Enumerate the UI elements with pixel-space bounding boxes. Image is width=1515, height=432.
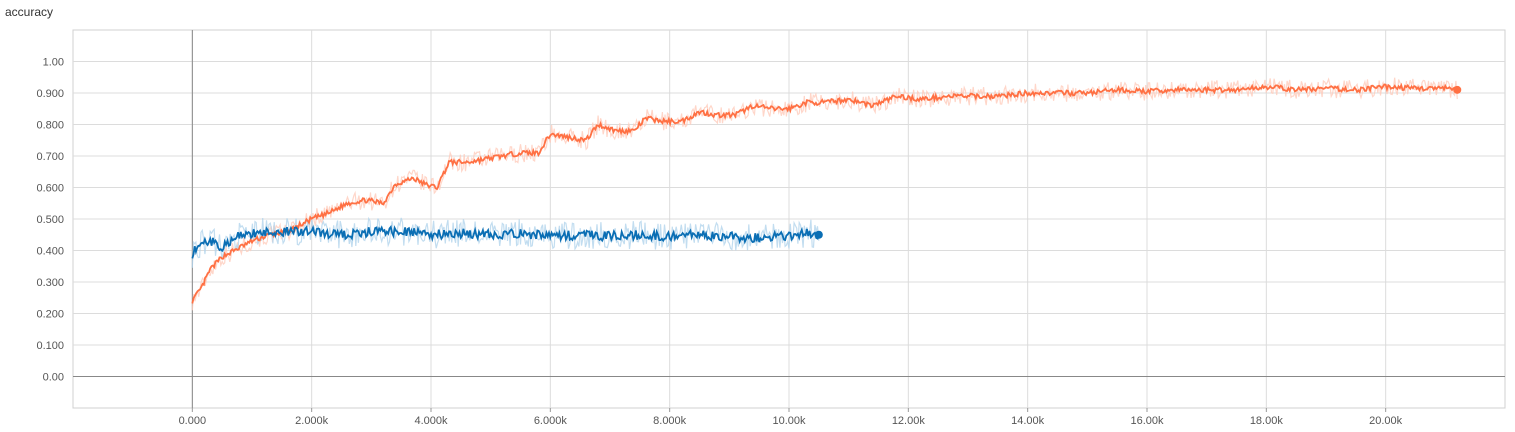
x-tick-label: 14.00k: [1011, 415, 1045, 427]
y-tick-label: 0.700: [36, 151, 64, 163]
x-tick-label: 2.000k: [295, 415, 329, 427]
tick-labels: 0.00 0.100 0.200 0.300 0.400 0.500 0.600 0.700 0…: [36, 57, 1402, 428]
y-tick-label: 0.600: [36, 183, 64, 195]
y-tick-label: 0.00: [43, 372, 64, 384]
y-tick-label: 1.00: [43, 57, 64, 69]
y-tick-label: 0.100: [36, 340, 64, 352]
series-1-raw-line: [191, 216, 820, 268]
series-0-end-point: [1453, 85, 1462, 94]
series-1-line: [191, 224, 820, 259]
x-tick-label: 16.00k: [1130, 415, 1164, 427]
raw-series: [191, 77, 1458, 311]
chart-title: accuracy: [5, 5, 54, 19]
x-tick-label: 6.000k: [534, 415, 568, 427]
x-tick-label: 20.00k: [1369, 415, 1403, 427]
series-0-raw-line: [191, 77, 1458, 311]
axes: [73, 30, 1505, 412]
y-tick-label: 0.400: [36, 246, 64, 258]
series-0-line: [191, 82, 1458, 304]
x-tick-label: 8.000k: [653, 415, 687, 427]
x-tick-label: 10.00k: [772, 415, 806, 427]
x-tick-label: 18.00k: [1250, 415, 1284, 427]
grid: [72, 29, 1506, 409]
x-tick-label: 0.000: [179, 415, 207, 427]
x-tick-label: 4.000k: [414, 415, 448, 427]
y-tick-label: 0.500: [36, 214, 64, 226]
y-tick-label: 0.300: [36, 277, 64, 289]
y-tick-label: 0.900: [36, 88, 64, 100]
y-tick-label: 0.800: [36, 120, 64, 132]
x-tick-label: 12.00k: [892, 415, 926, 427]
y-tick-label: 0.200: [36, 309, 64, 321]
series-1-end-point: [814, 230, 823, 239]
smoothed-series: [191, 82, 1462, 304]
